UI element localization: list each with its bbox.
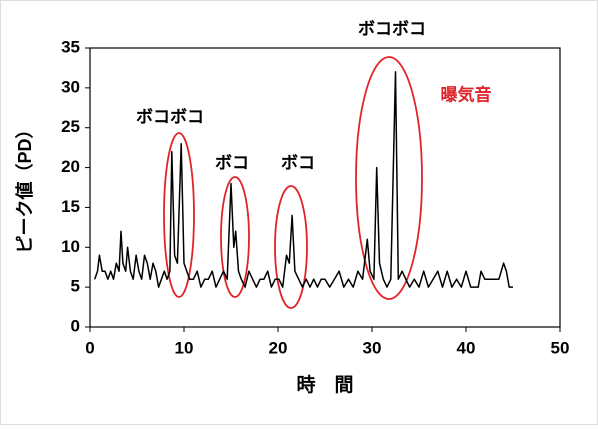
annotation: ボコボコ bbox=[136, 107, 204, 126]
highlight-ellipse bbox=[163, 132, 195, 298]
x-axis-label: 時 間 bbox=[296, 374, 353, 396]
plot-frame bbox=[89, 47, 561, 328]
x-tick-label: 10 bbox=[175, 338, 194, 357]
y-tick-label: 5 bbox=[71, 277, 80, 296]
y-tick-label: 15 bbox=[61, 197, 80, 216]
y-tick-label: 30 bbox=[61, 77, 80, 96]
y-axis-label: ピーク値（PD） bbox=[14, 120, 35, 253]
annotation: 曝気音 bbox=[441, 84, 492, 104]
annotation: ボコ bbox=[281, 153, 315, 172]
highlight-ellipse bbox=[220, 176, 250, 298]
x-tick-label: 30 bbox=[363, 338, 382, 357]
highlight-ellipse bbox=[274, 185, 308, 309]
x-tick-label: 20 bbox=[269, 338, 288, 357]
x-tick-label: 50 bbox=[551, 338, 570, 357]
y-tick-label: 10 bbox=[61, 237, 80, 256]
y-tick-label: 20 bbox=[61, 157, 80, 176]
annotation: ボコボコ bbox=[358, 19, 426, 38]
y-tick-label: 25 bbox=[61, 117, 80, 136]
annotation: ボコ bbox=[215, 153, 249, 172]
data-line bbox=[93, 71, 513, 288]
y-tick-label: 0 bbox=[71, 316, 80, 335]
highlight-ellipse bbox=[355, 56, 423, 300]
y-tick-label: 35 bbox=[61, 37, 80, 56]
x-tick-label: 40 bbox=[457, 338, 476, 357]
x-tick-label: 0 bbox=[85, 338, 94, 357]
